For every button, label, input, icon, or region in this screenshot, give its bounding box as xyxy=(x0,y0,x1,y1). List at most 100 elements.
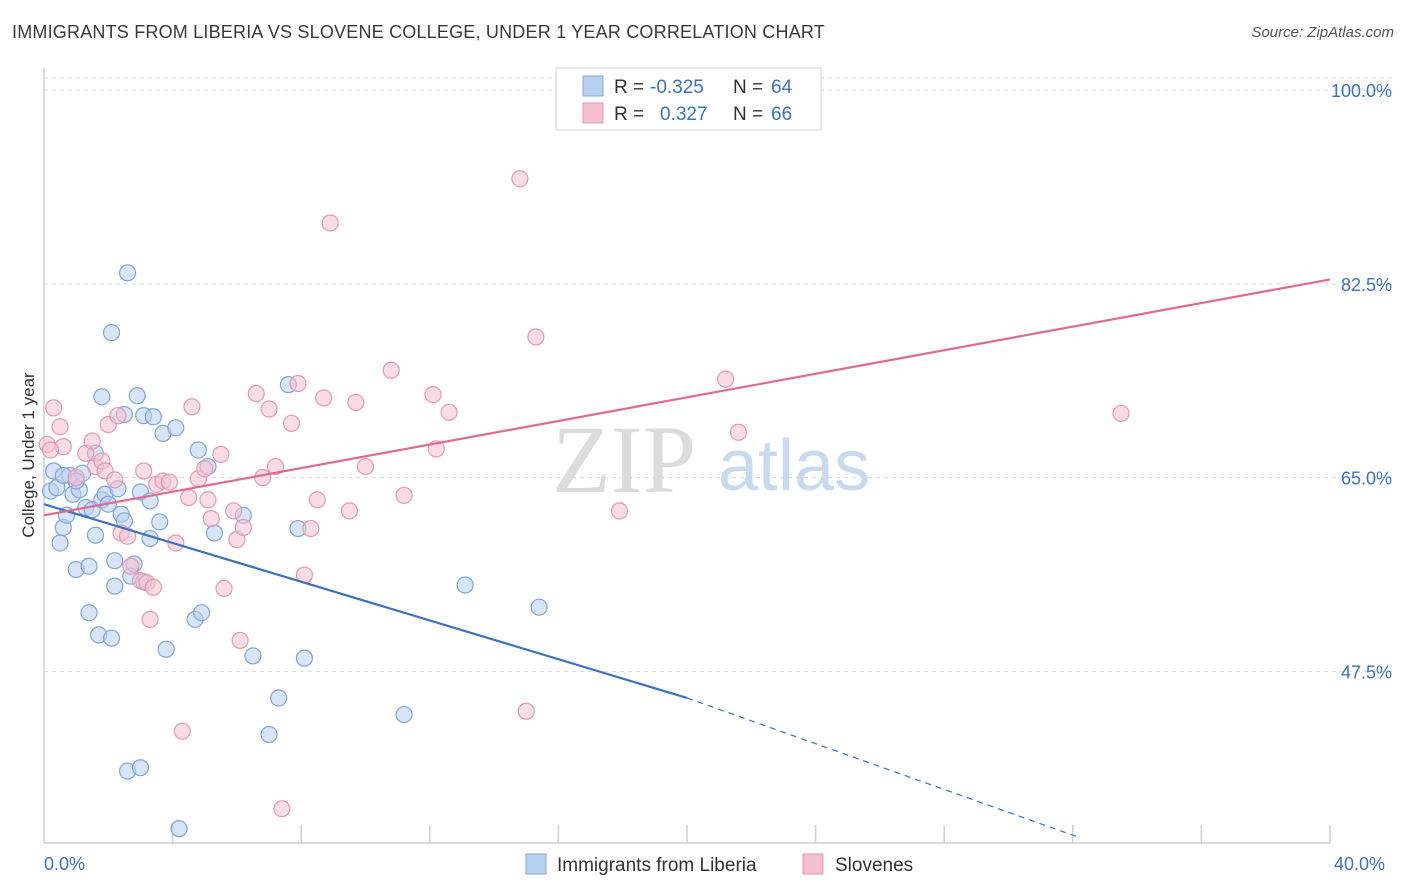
slovenes-point xyxy=(315,389,333,407)
slovenes-point xyxy=(273,800,291,818)
slovenes-point xyxy=(247,384,265,403)
legend-swatch-pink xyxy=(582,102,604,124)
legend-n-label-2: N = xyxy=(733,104,763,125)
slovenes-point xyxy=(67,469,85,487)
slovenes-point xyxy=(41,441,60,459)
liberia-point xyxy=(102,324,121,342)
slovenes-point xyxy=(212,445,230,463)
legend-label-slovenes: Slovenes xyxy=(835,855,913,876)
slovenes-point xyxy=(440,403,458,421)
slovenes-point xyxy=(180,488,198,507)
liberia-point xyxy=(128,387,146,405)
liberia-point xyxy=(86,526,105,544)
slovenes-point xyxy=(610,502,629,520)
slovenes-point xyxy=(144,578,162,596)
slovenes-point xyxy=(302,519,320,538)
slovenes-trend-line xyxy=(43,278,1331,517)
legend-r-label-1: R = xyxy=(614,77,644,98)
watermark-zip: ZIP xyxy=(552,406,696,513)
slovenes-point xyxy=(340,502,359,520)
slovenes-point xyxy=(231,631,249,649)
slovenes-point xyxy=(234,518,252,537)
liberia-point xyxy=(131,759,150,777)
slovenes-point xyxy=(282,414,301,432)
liberia-point xyxy=(144,408,162,426)
slovenes-point xyxy=(202,510,220,528)
liberia-point xyxy=(80,557,98,575)
legend-swatch-blue xyxy=(582,75,604,97)
slovenes-point xyxy=(511,170,529,188)
slovenes-point xyxy=(51,418,69,436)
liberia-point xyxy=(106,577,124,595)
slovenes-point xyxy=(141,610,159,628)
slovenes-point xyxy=(225,502,243,520)
slovenes-point xyxy=(382,361,400,379)
legend-r-value-1: -0.325 xyxy=(650,77,704,98)
liberia-point xyxy=(106,552,124,570)
slovenes-point xyxy=(260,400,278,418)
slovenes-point xyxy=(254,469,272,487)
slovenes-point xyxy=(45,399,63,417)
slovenes-point xyxy=(215,579,233,597)
correlation-legend: R = -0.325 N = 64 R = 0.327 N = 66 xyxy=(555,67,822,131)
x-tick-label-min: 0.0% xyxy=(44,854,85,874)
liberia-point xyxy=(270,689,288,707)
y-tick-label: 82.5% xyxy=(1341,275,1392,295)
watermark-atlas: atlas xyxy=(718,426,870,506)
y-tick-label: 100.0% xyxy=(1331,81,1392,101)
liberia-point xyxy=(157,640,175,658)
slovenes-point xyxy=(109,407,127,425)
slovenes-point xyxy=(199,491,217,509)
liberia-trend-line xyxy=(43,503,688,700)
grid-lines xyxy=(44,77,1392,672)
liberia-point xyxy=(260,725,278,744)
legend-r-value-2: 0.327 xyxy=(660,104,708,125)
y-tick-labels: 47.5% 65.0% 82.5% 100.0% xyxy=(1331,81,1392,682)
y-tick-label: 47.5% xyxy=(1341,662,1392,682)
slovenes-point xyxy=(183,398,201,416)
slovenes-point xyxy=(196,460,214,478)
x-tick-label-max: 40.0% xyxy=(1334,854,1385,874)
liberia-point xyxy=(192,604,211,622)
series-legend: Immigrants from Liberia Slovenes xyxy=(525,853,913,876)
slovenes-point xyxy=(356,457,375,476)
slovenes-point xyxy=(347,393,365,411)
watermark: ZIP atlas xyxy=(552,406,870,513)
liberia-point xyxy=(93,388,111,406)
liberia-point xyxy=(530,598,548,616)
liberia-point xyxy=(51,534,69,552)
liberia-point xyxy=(118,264,137,282)
legend-n-value-1: 64 xyxy=(771,77,793,98)
slovenes-point xyxy=(395,486,413,504)
slovenes-point xyxy=(122,557,140,575)
liberia-point xyxy=(395,705,413,724)
slovenes-point xyxy=(308,491,326,509)
legend-r-label-2: R = xyxy=(614,104,644,125)
liberia-point xyxy=(167,419,185,437)
slovenes-point xyxy=(173,722,191,740)
legend-n-value-2: 66 xyxy=(771,104,792,125)
legend-swatch-slovenes xyxy=(802,853,824,875)
slovenes-point xyxy=(266,457,285,476)
slovenes-point xyxy=(135,462,153,480)
liberia-point xyxy=(205,524,223,542)
liberia-point xyxy=(80,604,98,622)
slovenes-point xyxy=(424,386,442,404)
slovenes-point xyxy=(517,702,535,720)
y-axis-label: College, Under 1 year xyxy=(19,372,38,538)
liberia-point xyxy=(189,441,207,459)
liberia-point xyxy=(102,629,121,647)
y-tick-label: 65.0% xyxy=(1341,469,1392,489)
legend-swatch-liberia xyxy=(525,853,547,875)
legend-n-label-1: N = xyxy=(733,77,763,98)
trend-layer xyxy=(43,278,1331,839)
liberia-trend-extension xyxy=(686,697,1080,839)
chart-title: IMMIGRANTS FROM LIBERIA VS SLOVENE COLLE… xyxy=(12,22,825,42)
liberia-point xyxy=(456,576,474,594)
slovenes-point xyxy=(160,473,178,491)
slovenes-point xyxy=(527,328,545,346)
slovenes-point xyxy=(321,214,339,232)
legend-label-liberia: Immigrants from Liberia xyxy=(557,855,757,876)
slovenes-point xyxy=(289,374,307,393)
